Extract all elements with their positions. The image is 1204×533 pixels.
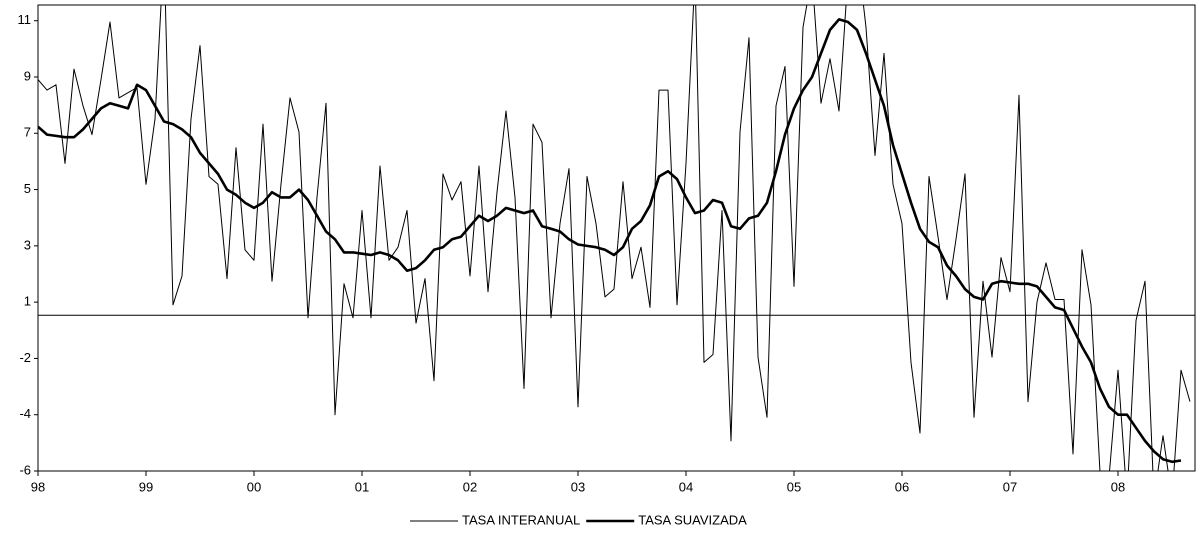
x-tick-label: 00 <box>247 479 261 494</box>
x-tick-label: 05 <box>787 479 801 494</box>
x-tick-label: 02 <box>463 479 477 494</box>
y-tick-label: -6 <box>19 462 31 477</box>
x-tick-label: 07 <box>1003 479 1017 494</box>
y-tick-label: 5 <box>24 181 31 196</box>
x-tick-label: 98 <box>31 479 45 494</box>
x-tick-label: 01 <box>355 479 369 494</box>
series-line <box>38 5 1191 471</box>
x-tick-label: 06 <box>895 479 909 494</box>
y-tick-label: 7 <box>24 125 31 140</box>
x-tick-label: 99 <box>139 479 153 494</box>
series-line <box>38 18 1182 464</box>
y-tick-label: -4 <box>19 406 31 421</box>
plot-area <box>38 5 1191 471</box>
legend-label: TASA SUAVIZADA <box>638 512 747 527</box>
x-tick-label: 08 <box>1111 479 1125 494</box>
y-tick-label: -2 <box>19 350 31 365</box>
x-tick-label: 03 <box>571 479 585 494</box>
x-tick-label: 04 <box>679 479 693 494</box>
y-tick-label: 11 <box>18 12 32 27</box>
legend-label: TASA INTERANUAL <box>462 512 580 527</box>
plot-frame <box>37 4 1196 472</box>
y-tick-label: 9 <box>24 68 31 83</box>
y-tick-label: 1 <box>24 294 31 309</box>
y-tick-label: 3 <box>24 237 31 252</box>
